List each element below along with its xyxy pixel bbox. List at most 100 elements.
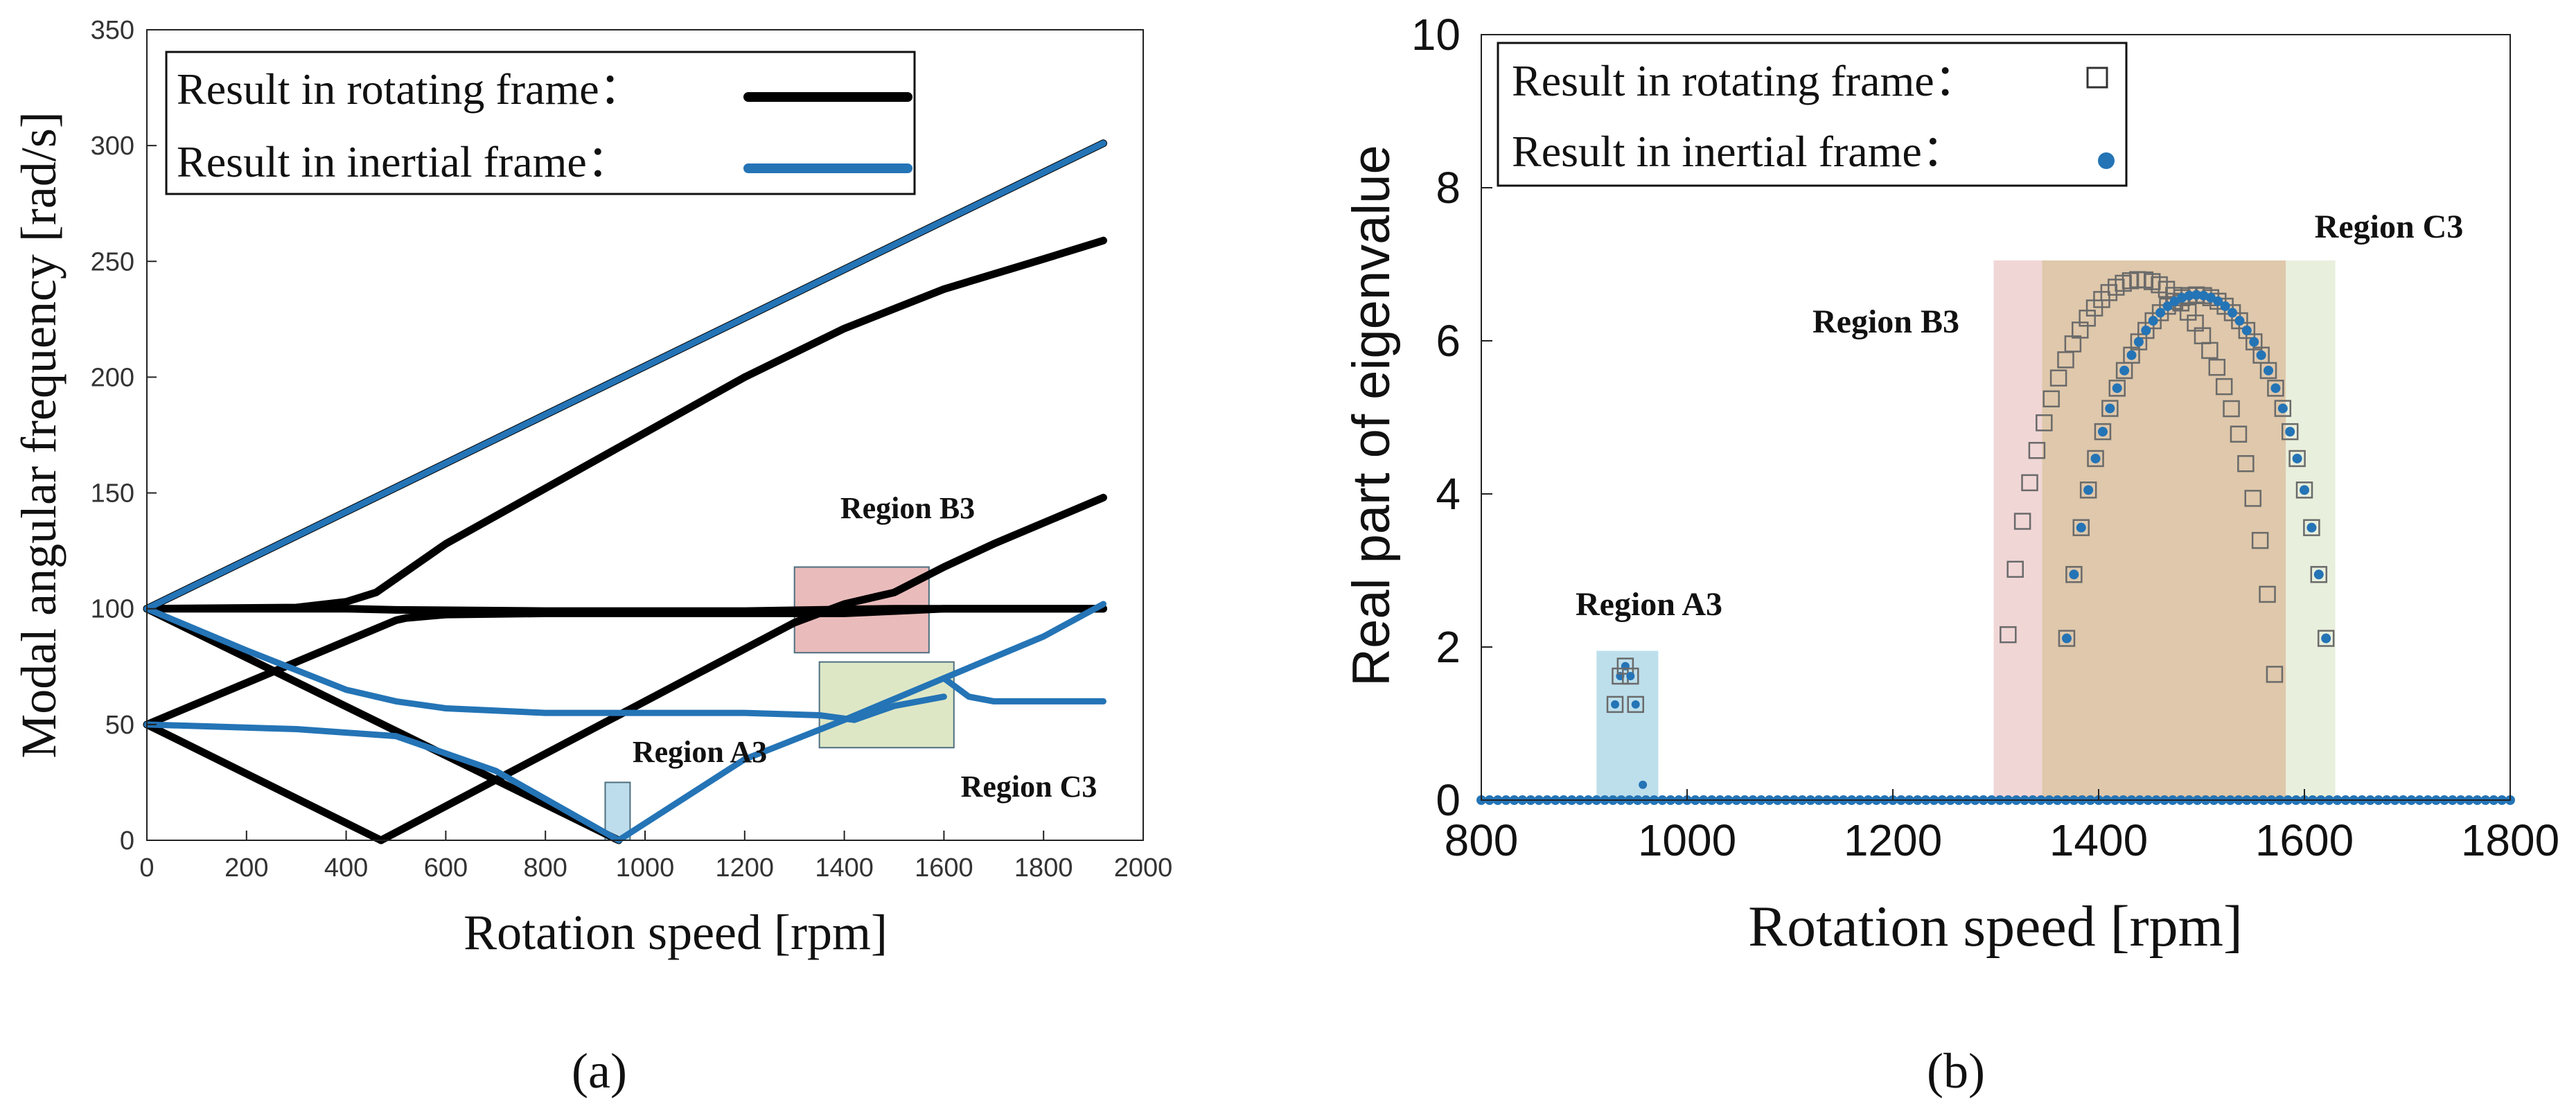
chart-b-point-inertial-c3 bbox=[2141, 325, 2151, 335]
chart-a-series-inertial-lower-veer-to-55 bbox=[143, 605, 947, 723]
chart-b-point-inertial-a3 bbox=[1626, 671, 1635, 680]
chart-b-point-inertial-c3 bbox=[2234, 316, 2245, 326]
chart-b-point-rotating-a3 bbox=[1622, 667, 1639, 685]
chart-a-region-label-region-a3: Region A3 bbox=[633, 735, 767, 769]
chart-b-y-tick-label: 8 bbox=[1436, 163, 1461, 213]
chart-b-point-inertial-c3 bbox=[2256, 350, 2266, 360]
chart-b-point-rotating-b3 bbox=[2028, 441, 2046, 459]
chart-b-point-rotating-c3 bbox=[2281, 423, 2299, 441]
chart-b-point-rotating-c3 bbox=[2108, 380, 2126, 397]
chart-b-point-rotating-c3 bbox=[2065, 566, 2083, 583]
chart-a-y-tick-label: 300 bbox=[91, 132, 134, 161]
chart-b-point-inertial-c3 bbox=[2061, 633, 2072, 644]
chart-b-point-inertial-c3 bbox=[2300, 485, 2309, 495]
chart-b-point-rotating-b3 bbox=[2036, 414, 2053, 432]
chart-b-point-inertial-c3 bbox=[2313, 569, 2324, 580]
chart-b-legend-label-inertial: Result in inertial frame： bbox=[1512, 127, 1966, 176]
chart-a-legend-label-rotating: Result in rotating frame： bbox=[177, 64, 644, 114]
chart-a-legend-label-inertial: Result in inertial frame： bbox=[177, 137, 631, 186]
chart-b-y-tick-label: 10 bbox=[1411, 10, 1461, 60]
chart-b-region-label-region-c3: Region C3 bbox=[2315, 209, 2464, 245]
chart-b-point-rotating-b3 bbox=[2021, 474, 2038, 492]
chart-a-series-rotating-diagonal-50-0-052 bbox=[143, 605, 1107, 729]
chart-a-x-tick-label: 1400 bbox=[815, 853, 874, 883]
chart-b-y-axis-label: Real part of eigenvalue bbox=[1342, 145, 1401, 687]
chart-b-x-tick-label: 1400 bbox=[2049, 815, 2148, 865]
chart-b-legend-swatch-rotating bbox=[2086, 67, 2108, 89]
chart-a-series-rotating-crossing-line-100-0 bbox=[143, 605, 623, 844]
chart-b-point-rotating-c3 bbox=[2310, 566, 2328, 583]
chart-b-point-rotating-c3 bbox=[2295, 481, 2313, 499]
chart-a-x-tick-label: 600 bbox=[424, 853, 468, 883]
chart-b-point-inertial-c3 bbox=[2277, 403, 2288, 414]
chart-b-point-inertial-c3 bbox=[2264, 365, 2274, 375]
chart-b-point-inertial-c3 bbox=[2083, 485, 2094, 495]
chart-b-point-inertial-c3 bbox=[2220, 301, 2230, 312]
chart-a-y-tick-label: 50 bbox=[105, 711, 134, 740]
chart-b-y-tick-label: 2 bbox=[1436, 622, 1461, 672]
chart-b-point-inertial-c3 bbox=[2241, 325, 2252, 335]
chart-b-point-inertial-c3 bbox=[2292, 453, 2302, 463]
chart-a: 0 200 400 600 800 1000 1200 1400 1600 1800 2000 0 5… bbox=[11, 16, 1172, 1099]
chart-a-x-tick-label: 400 bbox=[324, 853, 368, 883]
chart-b-point-rotating-a3 bbox=[1616, 657, 1634, 675]
chart-b-point-inertial-c3 bbox=[2069, 569, 2079, 580]
chart-b: 800 1000 1200 1400 1600 1800 0 2 4 6 8 10 Rotation… bbox=[1342, 10, 2559, 1099]
chart-b-point-rotating-b3 bbox=[2208, 358, 2226, 376]
chart-a-y-tick-label: 0 bbox=[120, 826, 134, 856]
chart-b-point-inertial-a3 bbox=[1639, 780, 1648, 789]
chart-b-point-inertial-c3 bbox=[2105, 403, 2115, 414]
chart-b-x-tick-label: 1800 bbox=[2461, 815, 2559, 865]
chart-b-point-inertial-c3 bbox=[2097, 427, 2108, 437]
chart-b-point-rotating-c3 bbox=[2267, 380, 2284, 397]
chart-b-point-inertial-c3 bbox=[2112, 383, 2122, 393]
chart-b-point-inertial-a3 bbox=[1631, 700, 1640, 709]
chart-b-x-tick-label: 1000 bbox=[1638, 815, 1736, 865]
chart-a-x-tick-label: 1600 bbox=[915, 853, 973, 883]
chart-b-legend: Result in rotating frame： Result in iner… bbox=[1497, 42, 2128, 187]
chart-a-series-rotating-upper-veer bbox=[143, 236, 1107, 613]
chart-b-point-inertial-c3 bbox=[2191, 290, 2202, 300]
chart-a-legend: Result in rotating frame： Result in iner… bbox=[165, 51, 916, 195]
chart-b-point-inertial-c3 bbox=[2148, 316, 2158, 326]
chart-b-point-inertial-c3 bbox=[2285, 427, 2295, 437]
chart-b-point-inertial-a3 bbox=[1611, 700, 1620, 709]
chart-b-point-rotating-c3 bbox=[2079, 481, 2097, 499]
chart-b-point-rotating-c3 bbox=[2259, 362, 2277, 380]
chart-b-point-inertial-c3 bbox=[2227, 308, 2238, 318]
chart-a-series-rotating-rising-0-104 bbox=[377, 493, 1107, 844]
chart-b-point-rotating-c3 bbox=[2274, 400, 2292, 417]
chart-b-point-inertial-c3 bbox=[2090, 453, 2101, 463]
chart-a-panel-label: (a) bbox=[572, 1043, 627, 1099]
chart-b-legend-swatch-inertial bbox=[2098, 152, 2115, 169]
chart-b-point-inertial-c3 bbox=[2249, 337, 2259, 347]
chart-b-point-rotating-b3 bbox=[2013, 513, 2031, 530]
chart-b-point-inertial-c3 bbox=[2306, 522, 2317, 533]
chart-a-y-tick-label: 350 bbox=[91, 16, 134, 45]
chart-b-x-tick-label: 800 bbox=[1445, 815, 1519, 865]
chart-b-point-rotating-b3 bbox=[2266, 666, 2284, 683]
chart-b-point-rotating-b3 bbox=[2223, 400, 2240, 418]
chart-b-point-rotating-c3 bbox=[2101, 400, 2119, 417]
chart-b-point-inertial-c3 bbox=[2169, 296, 2180, 306]
chart-a-x-tick-label: 2000 bbox=[1114, 853, 1173, 883]
chart-a-y-tick-label: 100 bbox=[91, 595, 134, 624]
chart-b-y-tick-label: 6 bbox=[1436, 316, 1461, 366]
chart-b-point-rotating-c3 bbox=[2317, 630, 2335, 647]
chart-a-x-tick-label: 800 bbox=[523, 853, 567, 883]
chart-b-point-inertial-c3 bbox=[2213, 296, 2223, 306]
chart-b-legend-box bbox=[1497, 42, 2128, 187]
chart-a-y-tick-label: 250 bbox=[91, 247, 134, 276]
chart-b-point-rotating-c3 bbox=[2094, 423, 2112, 441]
chart-b-region-label-region-a3: Region A3 bbox=[1576, 586, 1722, 623]
chart-a-series-inertial-crossing-50-0-100 bbox=[143, 601, 1106, 844]
chart-a-region-label-region-b3: Region B3 bbox=[840, 491, 975, 525]
chart-b-panel-label: (b) bbox=[1927, 1043, 1985, 1099]
chart-a-x-tick-label: 1200 bbox=[716, 853, 775, 883]
chart-b-point-inertial-c3 bbox=[2184, 290, 2194, 301]
chart-b-point-rotating-b3 bbox=[2043, 390, 2060, 408]
chart-a-region-label-region-c3: Region C3 bbox=[961, 770, 1097, 804]
chart-a-y-tick-label: 150 bbox=[91, 479, 134, 508]
chart-b-point-rotating-b3 bbox=[2230, 425, 2248, 443]
